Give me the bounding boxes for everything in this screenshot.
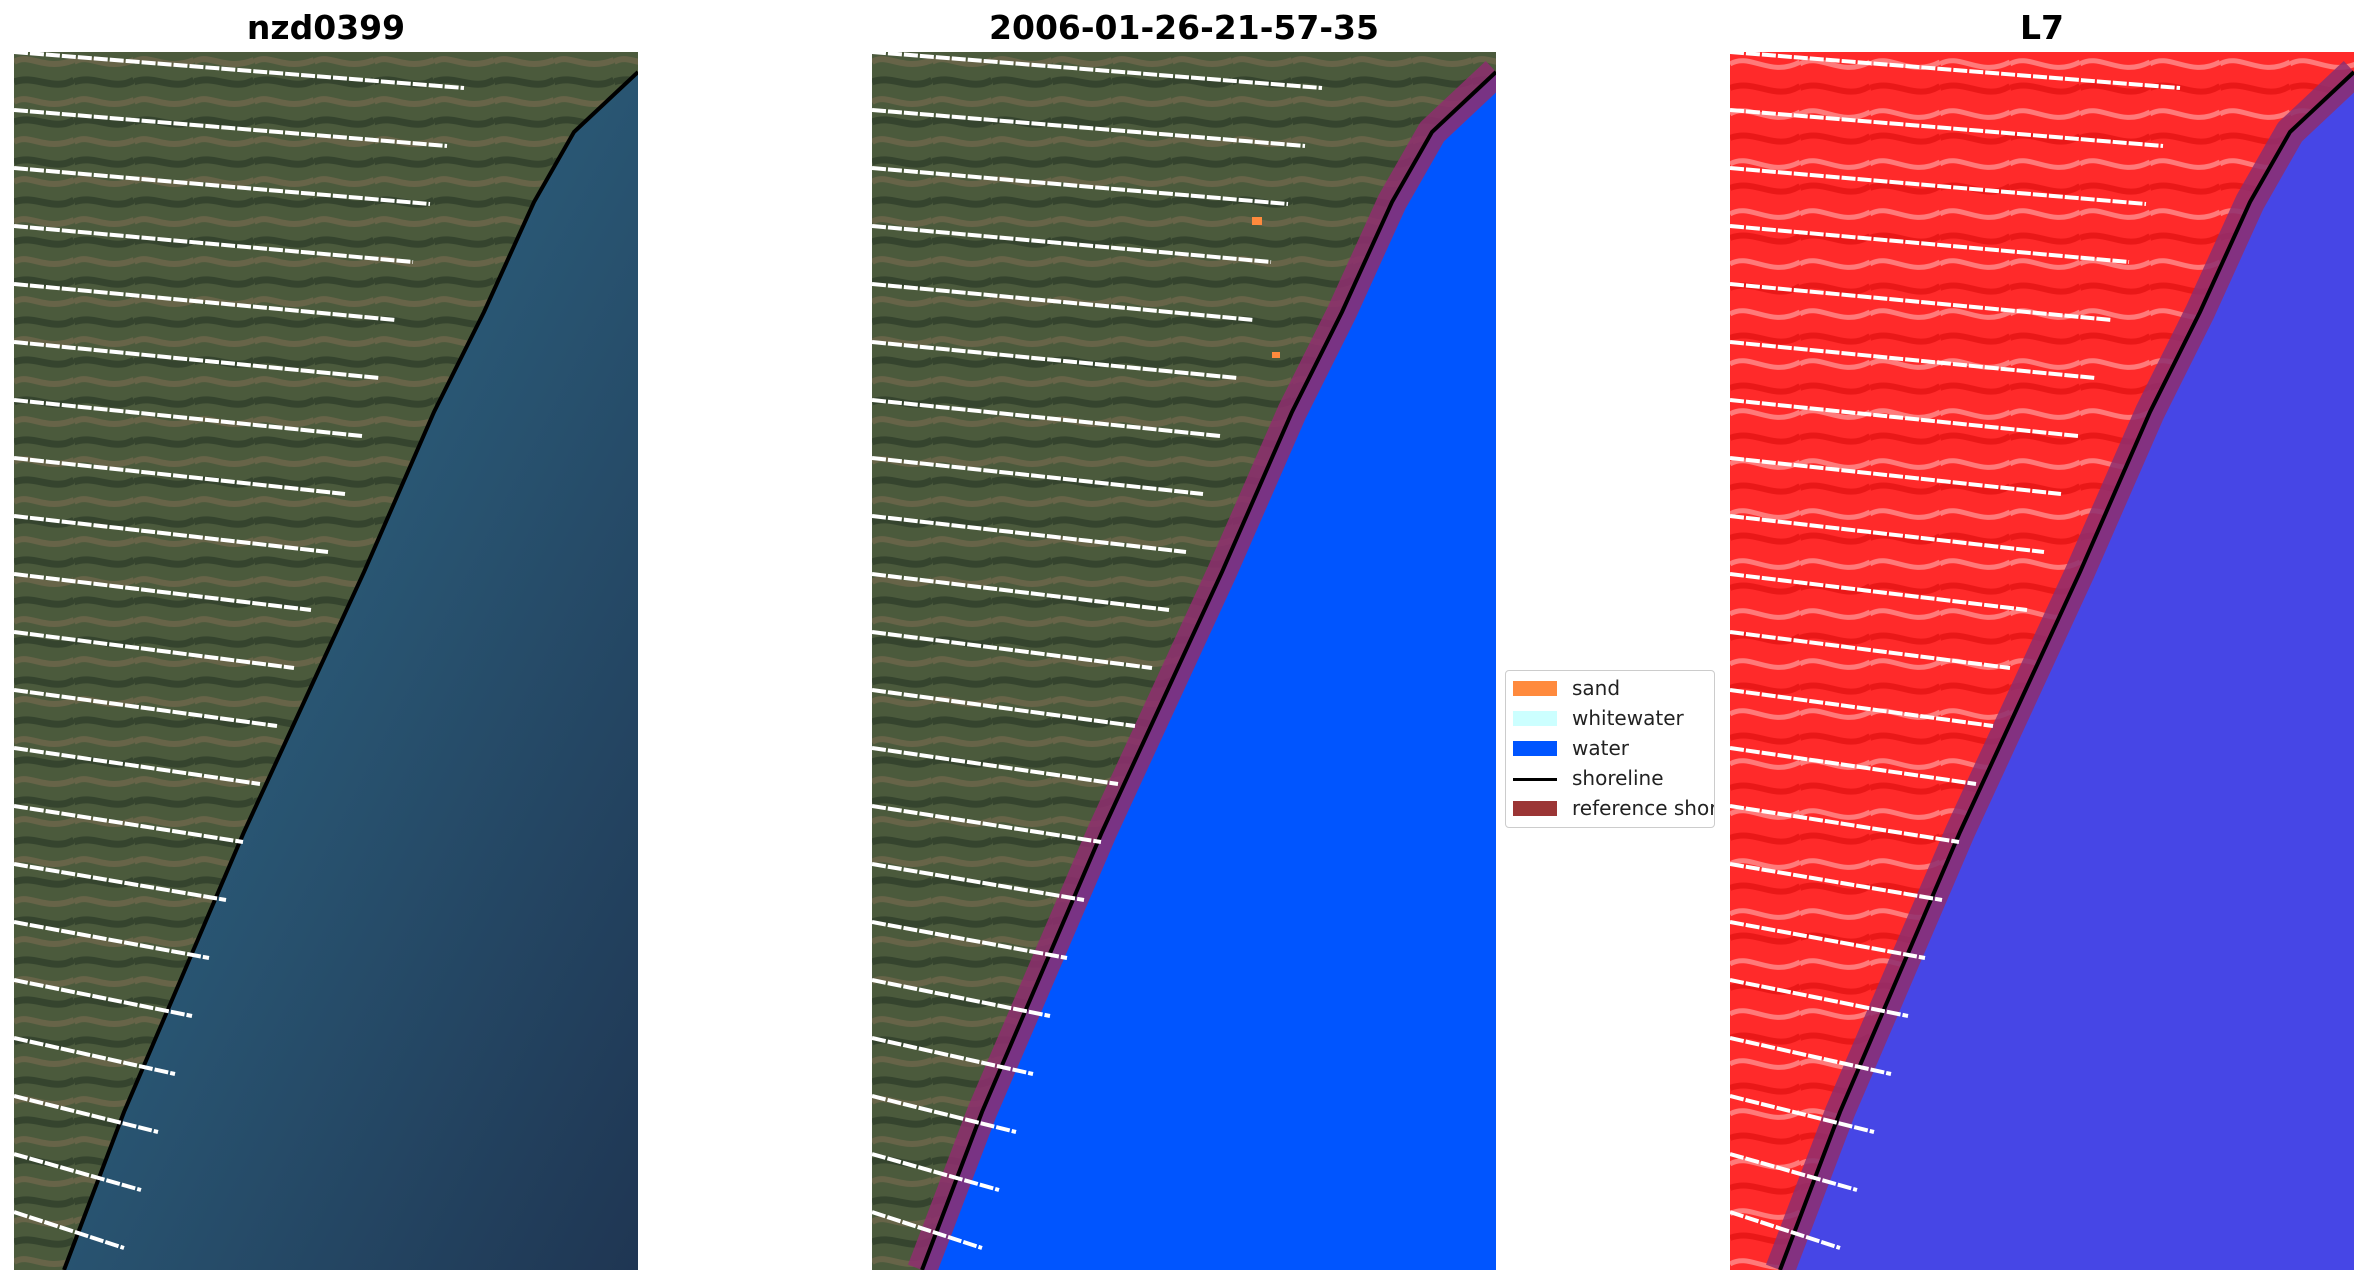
transect-line — [1730, 108, 2164, 148]
transect-line — [872, 166, 1289, 206]
transect-line — [872, 1094, 1017, 1134]
transect-line — [1730, 1094, 1875, 1134]
transect-line — [1730, 630, 2011, 670]
transect-line — [872, 630, 1153, 670]
transect-line — [1730, 572, 2028, 612]
transect-line — [1730, 340, 2096, 380]
transect-line — [872, 108, 1306, 148]
shoreline-swatch — [1513, 778, 1557, 781]
legend-label: sand — [1572, 676, 1621, 700]
transect-line — [1730, 224, 2130, 264]
transect-lines — [872, 52, 1323, 1250]
legend-label: reference shore... — [1572, 796, 1715, 820]
sand-swatch — [1513, 681, 1557, 696]
transect-line — [14, 224, 414, 264]
transect-line — [1730, 862, 1943, 902]
transect-line — [1730, 1152, 1858, 1192]
legend: sand whitewater water shoreline referenc… — [1505, 670, 1715, 828]
transect-line — [872, 920, 1068, 960]
water-swatch — [1513, 741, 1557, 756]
transect-line — [14, 1036, 176, 1076]
transect-line — [14, 1152, 142, 1192]
transect-line — [14, 920, 210, 960]
transect-line — [14, 862, 227, 902]
legend-label: shoreline — [1572, 766, 1664, 790]
transect-line — [14, 1094, 159, 1134]
transect-line — [872, 224, 1272, 264]
transect-line — [872, 804, 1102, 844]
transect-line — [872, 572, 1170, 612]
transect-lines — [1730, 52, 2181, 1250]
panel-title-classified: 2006-01-26-21-57-35 — [989, 8, 1379, 47]
legend-label: water — [1572, 736, 1629, 760]
transect-line — [872, 746, 1119, 786]
transect-line — [872, 52, 1323, 90]
transect-line — [1730, 920, 1926, 960]
legend-item-water: water — [1506, 733, 1714, 763]
shoreline — [920, 70, 1496, 1270]
transect-line — [1730, 746, 1977, 786]
transect-line — [872, 978, 1051, 1018]
transect-line — [872, 688, 1136, 728]
transect-line — [14, 746, 261, 786]
transect-line — [1730, 456, 2062, 496]
transect-line — [14, 514, 329, 554]
transect-line — [14, 978, 193, 1018]
legend-item-sand: sand — [1506, 673, 1714, 703]
transect-line — [1730, 978, 1909, 1018]
legend-item-whitewater: whitewater — [1506, 703, 1714, 733]
transect-line — [14, 572, 312, 612]
legend-item-shoreline: shoreline — [1506, 763, 1714, 793]
legend-item-reference-shoreline: reference shore... — [1506, 793, 1714, 823]
transect-line — [872, 398, 1221, 438]
transect-line — [14, 1210, 125, 1250]
sand-pixel — [1272, 352, 1280, 358]
transect-line — [14, 688, 278, 728]
transect-lines — [14, 52, 465, 1250]
sand-pixel — [1252, 217, 1262, 225]
transect-line — [872, 456, 1204, 496]
transect-line — [1730, 1036, 1892, 1076]
rgb-image-panel — [14, 52, 638, 1270]
shoreline — [62, 70, 638, 1270]
transect-line — [14, 804, 244, 844]
classified-image-panel — [872, 52, 1496, 1270]
classified-image — [872, 52, 1496, 1270]
whitewater-swatch — [1513, 711, 1557, 726]
transect-line — [1730, 514, 2045, 554]
transect-line — [1730, 398, 2079, 438]
transect-line — [14, 630, 295, 670]
transect-line — [1730, 52, 2181, 90]
transect-line — [14, 340, 380, 380]
transect-line — [1730, 166, 2147, 206]
transect-line — [14, 52, 465, 90]
transect-line — [1730, 804, 1960, 844]
panel-title-index: L7 — [2020, 8, 2064, 47]
panel-title-rgb: nzd0399 — [246, 8, 406, 47]
shoreline — [1778, 70, 2354, 1270]
transect-line — [872, 1152, 1000, 1192]
transect-line — [872, 1036, 1034, 1076]
index-image-panel — [1730, 52, 2354, 1270]
transect-line — [872, 340, 1238, 380]
transect-line — [872, 514, 1187, 554]
transect-line — [872, 1210, 983, 1250]
reference-shoreline-swatch — [1513, 801, 1557, 816]
transect-line — [14, 398, 363, 438]
transect-line — [14, 456, 346, 496]
transect-line — [1730, 1210, 1841, 1250]
legend-label: whitewater — [1572, 706, 1684, 730]
index-image — [1730, 52, 2354, 1270]
transect-line — [14, 108, 448, 148]
transect-line — [1730, 688, 1994, 728]
rgb-image — [14, 52, 638, 1270]
transect-line — [872, 862, 1085, 902]
transect-line — [14, 166, 431, 206]
